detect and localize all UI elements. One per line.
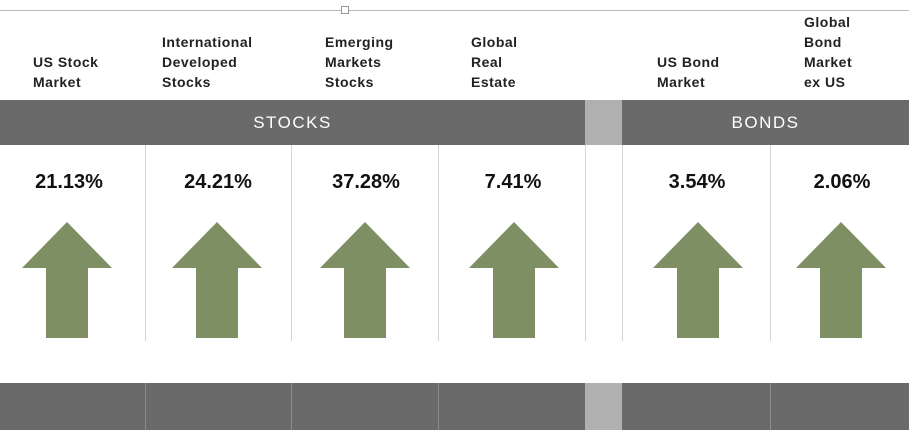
footer-divider — [291, 383, 292, 430]
column-header-emerging-markets-stocks: Emerging Markets Stocks — [325, 34, 394, 90]
up-arrow-icon — [320, 222, 410, 338]
column-header-global-bond-market-ex-us: Global Bond Market ex US — [804, 14, 853, 90]
footer-divider — [770, 383, 771, 430]
band-gap — [585, 100, 622, 145]
return-value-global-real-estate: 7.41% — [484, 171, 542, 193]
footer-divider — [145, 383, 146, 430]
footer-bar-bonds — [622, 383, 909, 430]
column-divider — [622, 145, 623, 341]
column-header-us-bond-market: US Bond Market — [657, 54, 720, 90]
column-header-us-stock-market: US Stock Market — [33, 54, 99, 90]
up-arrow-icon — [469, 222, 559, 338]
resize-handle[interactable] — [341, 6, 349, 14]
up-arrow-icon — [172, 222, 262, 338]
column-divider — [770, 145, 771, 341]
column-divider — [291, 145, 292, 341]
footer-divider — [438, 383, 439, 430]
footer-bar-stocks — [0, 383, 585, 430]
up-arrow-icon — [22, 222, 112, 338]
up-arrow-icon — [796, 222, 886, 338]
return-value-us-bond-market: 3.54% — [668, 171, 726, 193]
bonds-band: BONDS — [622, 100, 909, 145]
footer-gap — [585, 383, 622, 430]
column-header-global-real-estate: Global Real Estate — [471, 34, 518, 90]
column-header-international-developed-stocks: International Developed Stocks — [162, 34, 253, 90]
column-divider — [145, 145, 146, 341]
column-divider — [585, 145, 586, 341]
return-value-international-developed-stocks: 24.21% — [184, 171, 252, 193]
top-border-line — [0, 10, 909, 11]
return-value-us-stock-market: 21.13% — [35, 171, 103, 193]
stocks-band: STOCKS — [0, 100, 585, 145]
return-value-global-bond-market-ex-us: 2.06% — [813, 171, 871, 193]
return-value-emerging-markets-stocks: 37.28% — [332, 171, 400, 193]
up-arrow-icon — [653, 222, 743, 338]
column-divider — [438, 145, 439, 341]
